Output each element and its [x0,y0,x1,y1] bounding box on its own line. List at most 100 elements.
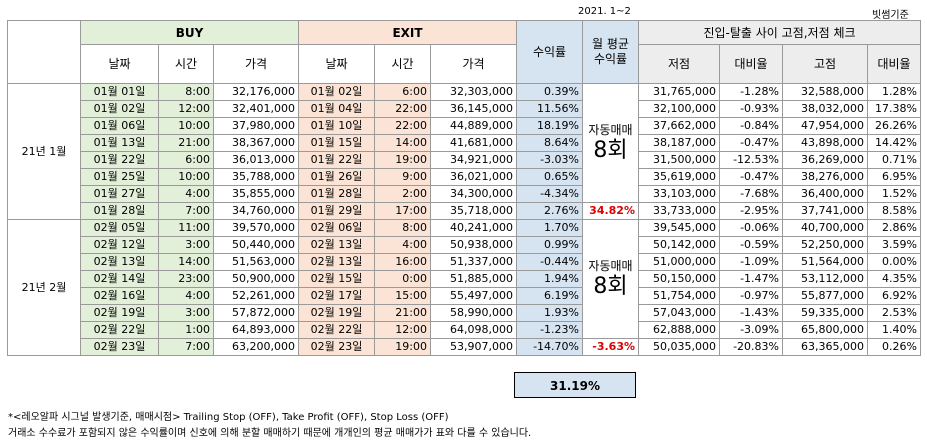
buy-date: 01월 06일 [80,117,159,135]
trade-table: BUY EXIT 수익률 월 평균 수익률 진입-탈출 사이 고점,저점 체크 … [7,20,921,356]
low-value: 31,765,000 [638,83,720,101]
return-value: 18.19% [516,117,583,135]
high-value: 59,335,000 [782,304,868,322]
buy-date: 02월 05일 [80,219,159,237]
return-value: 1.93% [516,304,583,322]
return-value: 1.70% [516,219,583,237]
high-value: 65,800,000 [782,321,868,339]
buy-time-header: 시간 [158,44,214,84]
buy-price: 51,563,000 [213,253,299,271]
auto-trade-cell: 자동매매 8회 [582,219,639,339]
low-ratio: -0.47% [719,134,783,152]
exit-date-header: 날짜 [298,44,375,84]
low-ratio: -1.28% [719,83,783,101]
high-value: 38,276,000 [782,168,868,186]
trade-row: 02월 14일 23:00 50,900,000 02월 15일 0:00 51,885,… [8,270,921,288]
exit-date: 01월 04일 [298,100,375,118]
exit-time: 8:00 [374,219,431,237]
exit-price: 55,497,000 [430,287,517,305]
exit-date: 02월 13일 [298,253,375,271]
buy-price: 57,872,000 [213,304,299,322]
exit-date: 01월 26일 [298,168,375,186]
exit-price: 51,337,000 [430,253,517,271]
avg-return-header-line2: 수익률 [593,52,628,66]
buy-price: 50,900,000 [213,270,299,288]
exit-price: 36,145,000 [430,100,517,118]
month-avg-return: 34.82% [582,202,639,220]
buy-date: 02월 23일 [80,338,159,356]
auto-trade-cell: 자동매매 8회 [582,83,639,203]
trade-row: 02월 16일 4:00 52,261,000 02월 17일 15:00 55,497,… [8,287,921,305]
low-value: 35,619,000 [638,168,720,186]
buy-date: 01월 22일 [80,151,159,169]
high-value: 36,400,000 [782,185,868,203]
buy-price: 32,176,000 [213,83,299,101]
low-ratio: -2.95% [719,202,783,220]
high-value: 63,365,000 [782,338,868,356]
high-ratio: 17.38% [867,100,921,118]
auto-trade-label: 자동매매 [588,259,633,273]
exit-date: 01월 15일 [298,134,375,152]
exit-price: 41,681,000 [430,134,517,152]
return-value: -0.44% [516,253,583,271]
total-return: 31.19% [514,372,636,398]
buy-date: 01월 28일 [80,202,159,220]
exit-time: 12:00 [374,321,431,339]
low-value: 39,545,000 [638,219,720,237]
low-value: 51,000,000 [638,253,720,271]
buy-time: 12:00 [158,100,214,118]
buy-time: 8:00 [158,83,214,101]
buy-date-header: 날짜 [80,44,159,84]
exit-price: 58,990,000 [430,304,517,322]
trade-row: 21년 1월 01월 01일 8:00 32,176,000 01월 02일 6:00 32… [7,83,921,220]
high-value: 47,954,000 [782,117,868,135]
exit-price: 32,303,000 [430,83,517,101]
exit-time: 22:00 [374,100,431,118]
low-ratio: -1.09% [719,253,783,271]
exit-date: 02월 13일 [298,236,375,254]
exit-price: 35,718,000 [430,202,517,220]
buy-price: 63,200,000 [213,338,299,356]
buy-price: 39,570,000 [213,219,299,237]
period-label: 2021. 1~2 [578,6,631,17]
exit-price: 34,300,000 [430,185,517,203]
buy-date: 02월 12일 [80,236,159,254]
exit-date: 02월 22일 [298,321,375,339]
exit-time: 2:00 [374,185,431,203]
buy-date: 01월 02일 [80,100,159,118]
buy-time: 14:00 [158,253,214,271]
return-value: 2.76% [516,202,583,220]
buy-price: 32,401,000 [213,100,299,118]
exit-price: 53,907,000 [430,338,517,356]
high-ratio: 1.28% [867,83,921,101]
exit-price: 36,021,000 [430,168,517,186]
buy-date: 01월 13일 [80,134,159,152]
buy-date: 01월 01일 [80,83,159,101]
exit-time: 15:00 [374,287,431,305]
high-ratio: 6.95% [867,168,921,186]
high-value: 55,877,000 [782,287,868,305]
buy-time: 10:00 [158,117,214,135]
month-label: 21년 2월 [7,219,81,356]
low-ratio: -0.97% [719,287,783,305]
exit-date: 01월 22일 [298,151,375,169]
low-ratio: -0.93% [719,100,783,118]
high-ratio: 0.26% [867,338,921,356]
high-value: 43,898,000 [782,134,868,152]
buy-time: 1:00 [158,321,214,339]
check-header: 진입-탈출 사이 고점,저점 체크 [638,20,921,45]
buy-time: 4:00 [158,185,214,203]
low-ratio: -20.83% [719,338,783,356]
buy-time: 3:00 [158,236,214,254]
buy-price-header: 가격 [213,44,299,84]
buy-date: 01월 25일 [80,168,159,186]
buy-price: 52,261,000 [213,287,299,305]
exit-time: 16:00 [374,253,431,271]
basis-label: 빗썸기준 [872,10,909,21]
exit-date: 01월 28일 [298,185,375,203]
exit-time: 19:00 [374,338,431,356]
low-value: 37,662,000 [638,117,720,135]
low-ratio: -0.06% [719,219,783,237]
trade-row: 01월 27일 4:00 35,855,000 01월 28일 2:00 34,300,0… [8,185,921,203]
high-value: 32,588,000 [782,83,868,101]
